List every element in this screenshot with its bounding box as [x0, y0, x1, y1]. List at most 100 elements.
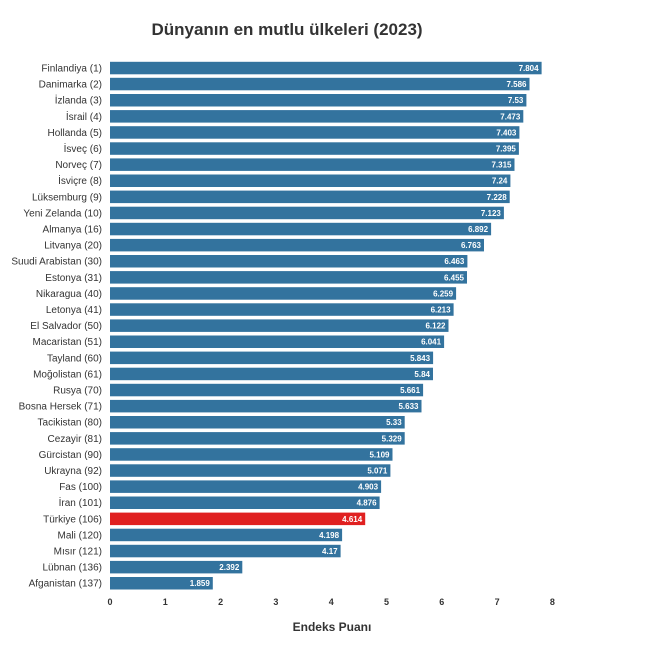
value-label: 6.213	[431, 306, 452, 315]
category-label: Ukrayna (92)	[44, 466, 102, 477]
x-tick-label: 6	[439, 597, 444, 607]
bar	[110, 480, 382, 493]
category-label: Moğolistan (61)	[33, 369, 102, 380]
bar	[110, 528, 343, 542]
category-label: İsviçre (8)	[58, 174, 102, 187]
bar	[110, 255, 468, 268]
x-tick-label: 8	[550, 597, 555, 607]
category-label: Finlandiya (1)	[41, 64, 102, 75]
category-label: Mali (120)	[58, 530, 102, 541]
value-label: 4.903	[358, 483, 379, 492]
category-label: Suudi Arabistan (30)	[11, 257, 102, 268]
value-label: 6.122	[425, 322, 446, 331]
category-label: Hollanda (5)	[48, 128, 102, 139]
bar	[110, 416, 405, 429]
category-label: Norveç (7)	[55, 160, 102, 171]
value-label: 7.228	[487, 193, 508, 202]
value-label: 4.876	[357, 499, 378, 508]
category-label: Fas (100)	[59, 482, 102, 493]
bar	[110, 110, 524, 123]
bar	[110, 577, 213, 590]
bar	[110, 77, 530, 91]
bar	[110, 544, 341, 558]
value-label: 7.473	[500, 112, 521, 121]
bar	[110, 367, 433, 381]
bar	[110, 351, 434, 365]
value-label: 4.614	[342, 515, 363, 524]
category-label: Gürcistan (90)	[39, 450, 102, 461]
value-label: 6.892	[468, 225, 489, 234]
category-label: Lübnan (136)	[43, 563, 103, 574]
value-label: 5.071	[367, 467, 388, 476]
bar	[110, 560, 243, 574]
bar	[110, 190, 510, 204]
category-label: Litvanya (20)	[44, 241, 102, 252]
bar	[110, 61, 542, 75]
value-label: 5.633	[398, 402, 419, 411]
value-label: 7.24	[492, 177, 508, 186]
category-label: Letonya (41)	[46, 305, 102, 316]
category-label: Tacikistan (80)	[38, 418, 102, 429]
category-label: Nikaragua (40)	[36, 289, 102, 300]
category-label: Lüksemburg (9)	[32, 192, 102, 203]
value-label: 5.33	[386, 418, 402, 427]
bar	[110, 206, 504, 220]
value-label: 5.843	[410, 354, 431, 363]
category-label: Mısır (121)	[54, 547, 102, 558]
x-tick-label: 2	[218, 597, 223, 607]
value-label: 4.198	[319, 531, 340, 540]
x-tick-label: 3	[273, 597, 278, 607]
category-label: Almanya (16)	[43, 225, 102, 236]
value-label: 1.859	[190, 579, 211, 588]
bar	[110, 142, 519, 155]
bar	[110, 399, 422, 413]
value-label: 5.329	[382, 434, 403, 443]
bar	[110, 335, 445, 348]
category-label: Afganistan (137)	[29, 579, 102, 590]
x-tick-label: 1	[163, 597, 168, 607]
bar	[110, 126, 520, 139]
category-label: İzlanda (3)	[55, 94, 102, 107]
x-tick-label: 7	[495, 597, 500, 607]
value-label: 7.804	[519, 64, 540, 73]
bar	[110, 383, 424, 397]
category-label: Rusya (70)	[53, 386, 102, 397]
value-label: 6.041	[421, 338, 442, 347]
value-label: 2.392	[219, 563, 240, 572]
category-label: Türkiye (106)	[43, 514, 102, 525]
value-label: 7.586	[506, 80, 527, 89]
bar	[110, 222, 492, 236]
value-label: 6.463	[444, 257, 465, 266]
bar	[110, 287, 457, 300]
value-label: 5.84	[414, 370, 430, 379]
category-label: İsveç (6)	[64, 142, 102, 155]
value-label: 6.763	[461, 241, 482, 250]
value-label: 7.123	[481, 209, 502, 218]
chart-title: Dünyanın en mutlu ülkeleri (2023)	[151, 20, 423, 39]
x-tick-label: 5	[384, 597, 389, 607]
value-label: 7.403	[496, 128, 517, 137]
bar	[110, 448, 393, 461]
category-label: Cezayir (81)	[48, 434, 102, 445]
x-tick-label: 4	[329, 597, 334, 607]
value-label: 7.53	[508, 96, 524, 105]
bar	[110, 432, 405, 445]
bar	[110, 94, 527, 107]
bar	[110, 158, 515, 171]
value-label: 6.259	[433, 289, 454, 298]
category-label: Macaristan (51)	[33, 337, 102, 348]
value-label: 5.109	[369, 450, 390, 459]
value-label: 7.315	[491, 161, 512, 170]
x-axis-label: Endeks Puanı	[292, 620, 372, 634]
category-label: İsrail (4)	[66, 110, 102, 123]
category-label: Danimarka (2)	[39, 80, 102, 91]
value-label: 5.661	[400, 386, 421, 395]
value-label: 7.395	[496, 145, 517, 154]
category-label: Yeni Zelanda (10)	[23, 208, 102, 219]
value-label: 4.17	[322, 547, 338, 556]
value-label: 6.455	[444, 273, 465, 282]
x-tick-label: 0	[107, 597, 112, 607]
category-label: Bosna Hersek (71)	[19, 402, 102, 413]
category-label: Tayland (60)	[47, 353, 102, 364]
